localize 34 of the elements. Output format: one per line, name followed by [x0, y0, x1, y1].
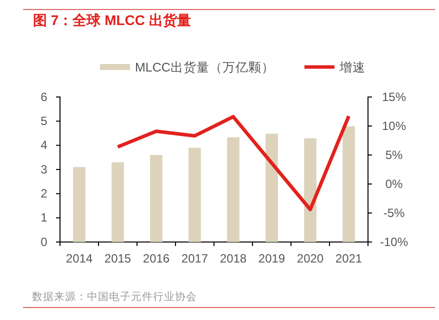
source-note: 数据来源：中国电子元件行业协会 [32, 290, 197, 303]
y-tick-label: 6 [40, 90, 48, 104]
line-series [116, 114, 350, 212]
x-tick-label: 2015 [104, 252, 132, 266]
legend-label: 增速 [338, 60, 366, 74]
y-tick-label: 3 [40, 162, 48, 176]
y2-tick-label: -5% [383, 206, 405, 220]
bar [73, 167, 86, 242]
x-tick-label: 2019 [258, 252, 286, 266]
bar [342, 126, 355, 242]
legend-label: MLCC出货量（万亿颗） [135, 60, 274, 74]
bar [188, 148, 201, 242]
x-tick-label: 2014 [66, 252, 93, 266]
y-tick-label: 4 [40, 138, 48, 152]
y2-tick-label: 0% [385, 176, 403, 191]
bar [227, 137, 240, 242]
bar [150, 155, 162, 242]
y-tick-label: 5 [40, 114, 48, 128]
y-tick-label: 0 [40, 234, 48, 249]
y2-tick-label: -10% [380, 234, 408, 249]
x-tick-label: 2017 [181, 252, 208, 266]
y2-tick-label: 10% [382, 118, 406, 133]
bar [304, 138, 316, 242]
bar [112, 162, 124, 242]
bar [266, 134, 278, 242]
y2-tick-label: 5% [385, 148, 403, 162]
x-tick-label: 2016 [142, 252, 170, 266]
x-tick-label: 2020 [296, 252, 324, 266]
y2-tick-label: 15% [382, 90, 406, 104]
y-tick-label: 2 [40, 186, 48, 201]
x-tick-label: 2021 [335, 252, 362, 266]
x-tick-label: 2018 [220, 252, 247, 266]
y-tick-label: 1 [40, 210, 48, 225]
chart-title: 图 7：全球 MLCC 出货量 [33, 12, 191, 28]
